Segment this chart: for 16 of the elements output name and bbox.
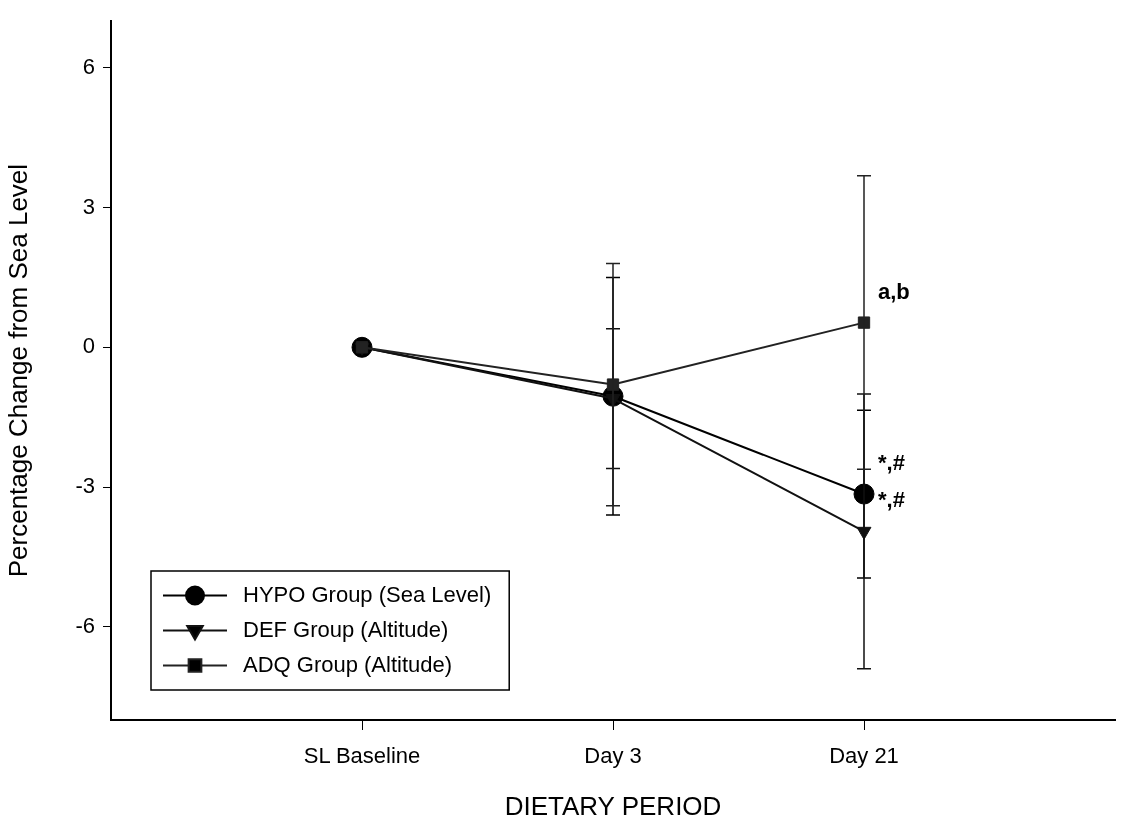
y-axis-title: Percentage Change from Sea Level	[2, 163, 33, 578]
x-axis-title: DIETARY PERIOD	[504, 790, 722, 821]
legend-label: HYPO Group (Sea Level)	[243, 581, 492, 607]
y-tick-label: 3	[82, 193, 95, 219]
y-tick-label: -3	[75, 473, 95, 499]
y-tick-label: 6	[82, 53, 95, 79]
y-tick-label: 0	[82, 333, 95, 359]
legend-label: DEF Group (Altitude)	[243, 616, 449, 642]
annotation: *,#	[878, 450, 905, 476]
x-tick-label: SL Baseline	[303, 743, 421, 769]
x-tick-label: Day 3	[584, 743, 642, 769]
x-tick-label: Day 21	[829, 743, 899, 769]
legend-label: ADQ Group (Altitude)	[243, 651, 453, 677]
y-tick-label: -6	[75, 612, 95, 638]
annotation: a,b	[878, 278, 910, 304]
annotation: *,#	[878, 487, 905, 513]
